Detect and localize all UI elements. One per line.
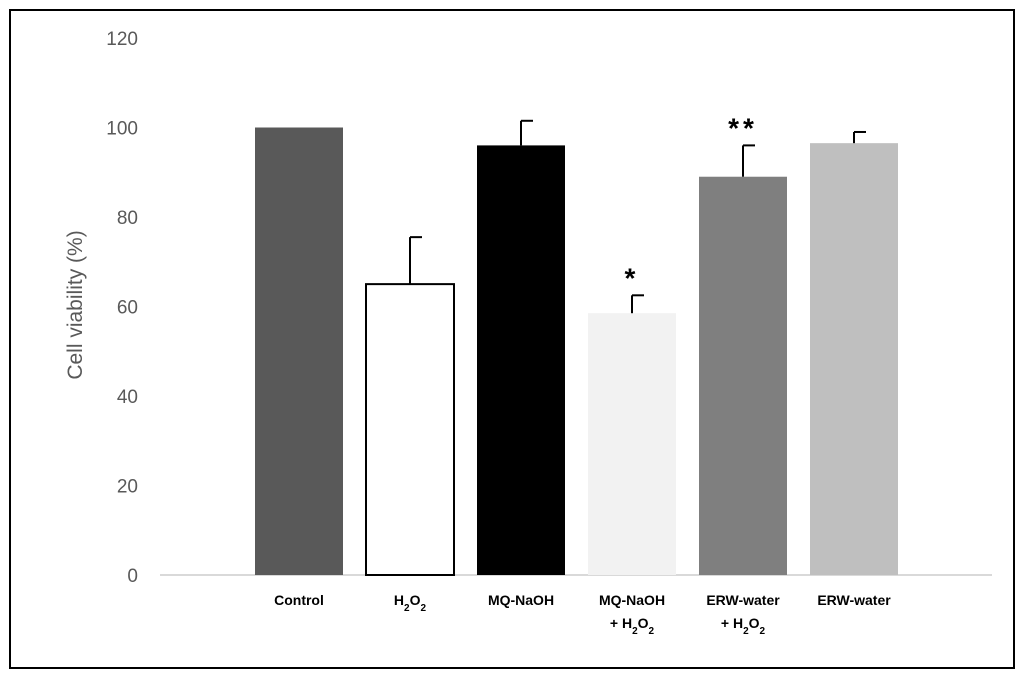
- significance-label-4: **: [728, 112, 758, 143]
- bar-2: [477, 145, 565, 575]
- significance-label-3: *: [625, 262, 640, 293]
- y-tick-label: 0: [127, 566, 138, 587]
- bars: [255, 127, 898, 576]
- category-label-3-line2: + H2O2: [610, 615, 655, 637]
- y-axis-ticks: 0 20 40 60 80 100 120: [106, 29, 138, 587]
- category-label-1-line1: H2O2: [394, 592, 427, 614]
- y-tick-label: 100: [106, 119, 138, 140]
- category-label-0-line1: Control: [274, 592, 324, 608]
- category-label-4-line1: ERW-water: [706, 592, 780, 608]
- bar-5: [810, 143, 898, 575]
- category-label-3-line1: MQ-NaOH: [599, 592, 665, 608]
- category-labels: Control H2O2 MQ-NaOH MQ-NaOH + H2O2 ERW-water…: [274, 592, 891, 637]
- y-tick-label: 120: [106, 29, 138, 50]
- error-bars: [409, 119, 866, 314]
- y-tick-label: 40: [117, 387, 138, 408]
- y-tick-label: 60: [117, 298, 138, 319]
- y-tick-label: 80: [117, 208, 138, 229]
- category-label-2-line1: MQ-NaOH: [488, 592, 554, 608]
- category-label-5-line1: ERW-water: [817, 592, 891, 608]
- category-label-4-line2: + H2O2: [721, 615, 766, 637]
- bar-1: [365, 283, 455, 576]
- y-axis-title: Cell viability (%): [64, 230, 87, 379]
- bar-3: [588, 313, 676, 575]
- y-tick-label: 20: [117, 477, 138, 498]
- bar-4: [699, 176, 787, 575]
- significance-markers: ***: [625, 112, 758, 293]
- bar-0: [255, 127, 343, 575]
